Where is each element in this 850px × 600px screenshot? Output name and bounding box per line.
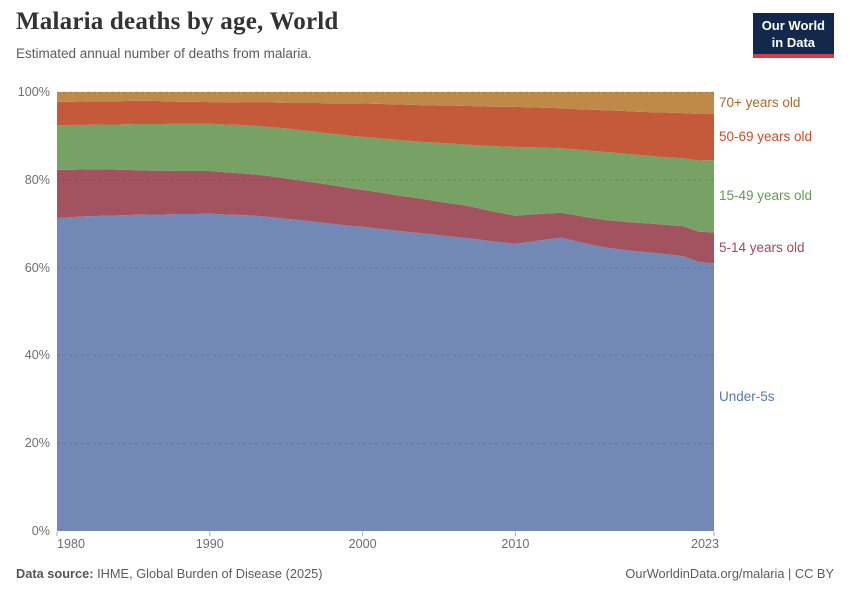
y-axis-label-60: 60% [24, 260, 50, 275]
page-subtitle: Estimated annual number of deaths from m… [16, 46, 312, 61]
owid-logo-line2: in Data [771, 34, 816, 50]
area-under-5s[interactable] [57, 213, 714, 531]
area-70-years-old[interactable] [57, 92, 714, 114]
x-axis-label-2010: 2010 [501, 537, 530, 551]
legend-label-70-years-old[interactable]: 70+ years old [719, 94, 801, 110]
legend-label-under-5s[interactable]: Under-5s [719, 389, 775, 405]
area-15-49-years-old[interactable] [57, 123, 714, 233]
footer-link[interactable]: OurWorldinData.org/malaria | CC BY [625, 566, 834, 581]
legend-label-15-49-years-old[interactable]: 15-49 years old [719, 188, 813, 204]
y-axis-label-40: 40% [24, 348, 50, 363]
data-source: Data source: IHME, Global Burden of Dise… [16, 566, 323, 581]
x-axis-label-1990: 1990 [195, 537, 224, 551]
x-axis-label-1980: 1980 [56, 537, 86, 551]
owid-logo-line1: Our World [761, 18, 825, 33]
y-axis-label-100: 100% [17, 85, 50, 99]
area-50-69-years-old[interactable] [57, 100, 714, 161]
data-source-text: IHME, Global Burden of Disease (2025) [93, 566, 323, 581]
x-axis-label-2023: 2023 [690, 537, 720, 551]
y-axis-label-20: 20% [24, 436, 50, 451]
page-title: Malaria deaths by age, World [16, 8, 339, 35]
y-axis-label-0: 0% [31, 524, 50, 538]
legend-label-5-14-years-old[interactable]: 5-14 years old [719, 239, 805, 255]
y-axis-label-80: 80% [24, 172, 50, 187]
chart-footer: Data source: IHME, Global Burden of Dise… [16, 566, 834, 581]
owid-logo[interactable]: Our World in Data [752, 13, 834, 59]
x-axis-label-2000: 2000 [348, 537, 377, 551]
area-5-14-years-old[interactable] [57, 169, 714, 264]
data-source-label: Data source: [16, 566, 94, 581]
legend-label-50-69-years-old[interactable]: 50-69 years old [719, 128, 813, 144]
